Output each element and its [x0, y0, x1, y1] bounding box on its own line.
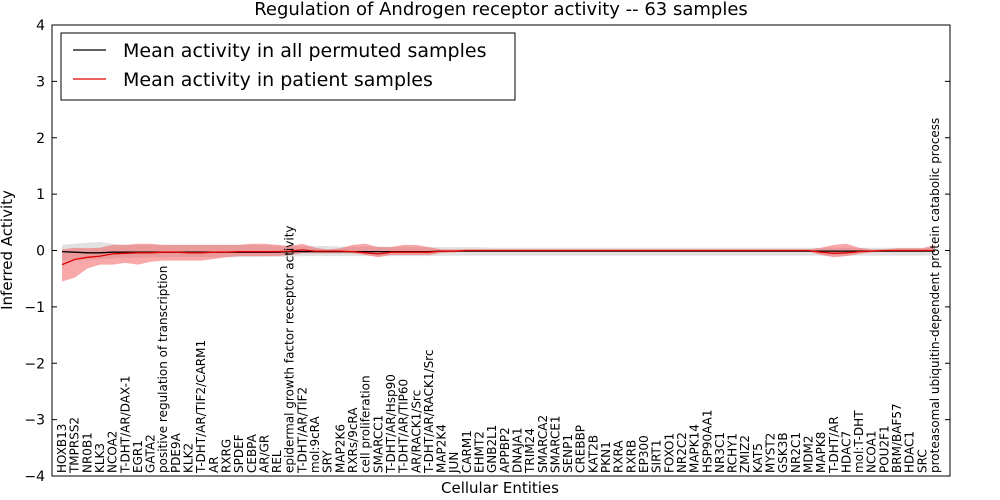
- y-tick-label: −3: [24, 413, 45, 429]
- entity-label: RXRA: [612, 440, 626, 473]
- entity-label: NR2C1: [789, 432, 803, 473]
- entity-label: T-DHT/AR/DAX-1: [118, 375, 132, 474]
- entity-label: TMPRSS2: [68, 417, 82, 474]
- entity-label: RXRG: [220, 439, 234, 473]
- entity-label: SMARCE1: [548, 415, 562, 473]
- entity-label: ZMIZ2: [738, 435, 752, 473]
- entity-label: CARM1: [460, 430, 474, 473]
- entity-label: T-DHT/AR/RACK1/Src: [422, 350, 436, 474]
- entity-label: DNAJA1: [511, 427, 525, 473]
- entity-label: REL: [270, 450, 284, 473]
- y-tick-label: 1: [36, 187, 45, 203]
- entity-label: SMARCC1: [371, 415, 385, 473]
- entity-label: RCHY1: [726, 433, 740, 473]
- entity-label: GATA2: [144, 434, 158, 473]
- entity-label: NR2C2: [675, 432, 689, 473]
- entity-label: SPDEF: [232, 434, 246, 473]
- entity-label: SRY: [321, 450, 335, 473]
- entity-label: MAP2K4: [435, 424, 449, 473]
- entity-label: GNB2L1: [485, 425, 499, 473]
- entity-label: PKN1: [599, 441, 613, 473]
- series-lines: [61, 249, 935, 266]
- entity-label: KLK2: [182, 443, 196, 473]
- entity-label: mol:9cRA: [308, 415, 322, 472]
- entity-label: RXRs/9cRA: [346, 407, 360, 473]
- y-tick-label: 4: [36, 18, 45, 34]
- y-tick-label: 2: [36, 131, 45, 147]
- y-tick-label: 3: [36, 74, 45, 90]
- entity-label: proteasomal ubiquitin-dependent protein …: [928, 118, 942, 473]
- entity-label: TRIM24: [523, 428, 537, 474]
- entity-label: CREBBP: [574, 425, 588, 473]
- legend-box: [60, 32, 516, 101]
- entity-label: JUN: [447, 452, 461, 474]
- entity-label: GSK3B: [776, 432, 790, 473]
- entity-label: NCOA1: [865, 431, 879, 473]
- y-tick-label: −2: [24, 356, 45, 372]
- entity-label: EP300: [637, 435, 651, 473]
- entity-label: mol:T-DHT: [852, 410, 866, 473]
- entity-label: RXRB: [624, 440, 638, 473]
- confidence-band-1: [62, 243, 935, 282]
- chart-title: Regulation of Androgen receptor activity…: [254, 0, 748, 20]
- entity-label: NCOA2: [106, 431, 120, 473]
- y-tick-label: −4: [24, 469, 45, 485]
- entity-label: HSP90AA1: [700, 409, 714, 473]
- entity-label: EGR1: [131, 440, 145, 473]
- entity-label: NR3C1: [713, 432, 727, 473]
- entity-label: PDE9A: [169, 432, 183, 473]
- legend: Mean activity in all permuted samples Me…: [60, 32, 516, 101]
- entity-label: BRM/BAF57: [890, 403, 904, 473]
- entity-label: positive regulation of transcription: [156, 266, 170, 473]
- entity-label: NR0B1: [80, 432, 94, 473]
- y-tick-label: −1: [24, 300, 45, 316]
- entity-label: AR: [207, 456, 221, 473]
- y-axis-label: Inferred Activity: [0, 190, 16, 310]
- entity-label: HDAC7: [839, 431, 853, 473]
- entity-label: MAPK14: [688, 424, 702, 473]
- entity-label: T-DHT/AR/TIF2/CARM1: [194, 340, 208, 474]
- y-tick-label: 0: [36, 244, 45, 260]
- entity-label: SIRT1: [650, 439, 664, 473]
- entity-label: T-DHT/AR/TIF2: [295, 387, 309, 474]
- entity-label: FOXO1: [662, 433, 676, 473]
- entity-labels: HOXB13TMPRSS2NR0B1KLK3NCOA2T-DHT/AR/DAX-…: [55, 118, 942, 474]
- legend-label-permuted: Mean activity in all permuted samples: [123, 40, 486, 62]
- entity-label: AR/GR: [257, 435, 271, 473]
- entity-label: SRC: [915, 449, 929, 473]
- entity-label: KAT2B: [586, 435, 600, 473]
- entity-label: SENP1: [561, 434, 575, 473]
- entity-label: epidermal growth factor receptor activit…: [283, 225, 297, 472]
- entity-label: KLK3: [93, 443, 107, 473]
- x-axis-label: Cellular Entities: [441, 479, 559, 497]
- series-line-1: [61, 249, 935, 266]
- entity-label: T-DHT/AR/TIP60: [397, 379, 411, 474]
- entity-label: APPBP2: [498, 427, 512, 473]
- entity-label: HOXB13: [55, 424, 69, 473]
- entity-label: AR/RACK1/Src: [409, 390, 423, 473]
- entity-label: CEBPA: [245, 433, 259, 473]
- entity-label: MDM2: [802, 435, 816, 473]
- y-axis: −4 −3 −2 −1 0 1 2 3 4: [24, 18, 950, 485]
- entity-label: MYST2: [764, 433, 778, 473]
- entity-label: SMARCA2: [536, 415, 550, 473]
- entity-label: HDAC1: [903, 431, 917, 473]
- entity-label: EHMT2: [473, 431, 487, 473]
- entity-label: T-DHT/AR: [827, 416, 841, 474]
- entity-label: MAPK8: [814, 432, 828, 473]
- entity-label: KAT5: [751, 443, 765, 473]
- entity-label: POU2F1: [877, 425, 891, 473]
- legend-label-patient: Mean activity in patient samples: [123, 69, 433, 91]
- entity-label: cell proliferation: [359, 375, 373, 473]
- entity-label: MAP2K6: [333, 424, 347, 473]
- entity-label: T-DHT/AR/Hsp90: [384, 374, 398, 474]
